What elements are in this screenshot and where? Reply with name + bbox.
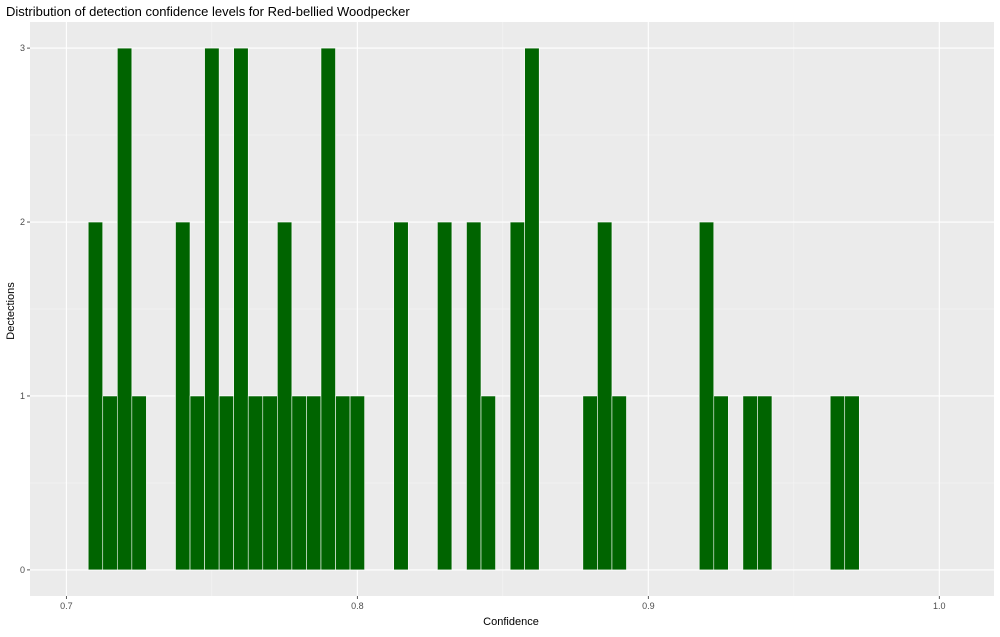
x-tick-label: 0.9: [642, 601, 655, 611]
y-tick-label: 3: [20, 43, 25, 53]
histogram-bar: [218, 395, 234, 571]
histogram-bar: [131, 395, 147, 571]
histogram-bar: [480, 395, 496, 571]
histogram-bar: [713, 395, 729, 571]
histogram-bar: [116, 47, 133, 571]
x-axis-title: Confidence: [483, 616, 539, 628]
histogram-bar: [393, 221, 409, 571]
histogram-bar: [597, 221, 613, 571]
histogram-bar: [291, 395, 307, 571]
histogram-bar: [582, 395, 598, 571]
histogram-bar: [204, 47, 220, 571]
y-axis-title: Dectections: [5, 282, 17, 340]
y-tick-label: 0: [20, 565, 25, 575]
histogram-bar: [698, 221, 715, 571]
histogram-bar: [335, 395, 351, 571]
x-tick-label: 1.0: [933, 601, 946, 611]
histogram-bar: [233, 47, 249, 571]
histogram-bar: [277, 221, 293, 571]
histogram-bar: [87, 221, 104, 571]
x-tick-label: 0.8: [351, 601, 364, 611]
histogram-bar: [611, 395, 627, 571]
y-axis: 0 1 2 3: [20, 43, 30, 575]
histogram-bar: [844, 395, 860, 571]
y-tick-label: 1: [20, 391, 25, 401]
histogram-bar: [524, 47, 540, 571]
histogram-bar: [437, 221, 453, 571]
histogram-bar: [349, 395, 365, 571]
histogram-bar: [189, 395, 205, 571]
y-tick-label: 2: [20, 217, 25, 227]
histogram-bar: [262, 395, 278, 571]
x-tick-label: 0.7: [60, 601, 73, 611]
histogram-bar: [306, 395, 322, 571]
bars: [87, 47, 860, 571]
histogram-bar: [102, 395, 118, 571]
x-axis: 0.7 0.8 0.9 1.0: [60, 596, 946, 611]
histogram-bar: [175, 221, 191, 571]
histogram-bar: [509, 221, 525, 571]
histogram-bar: [247, 395, 264, 571]
histogram-bar: [466, 221, 482, 571]
histogram-bar: [757, 395, 773, 571]
chart-title: Distribution of detection confidence lev…: [6, 4, 410, 19]
histogram-bar: [742, 395, 758, 571]
histogram-bar: [829, 395, 846, 571]
histogram-bar: [320, 47, 336, 571]
